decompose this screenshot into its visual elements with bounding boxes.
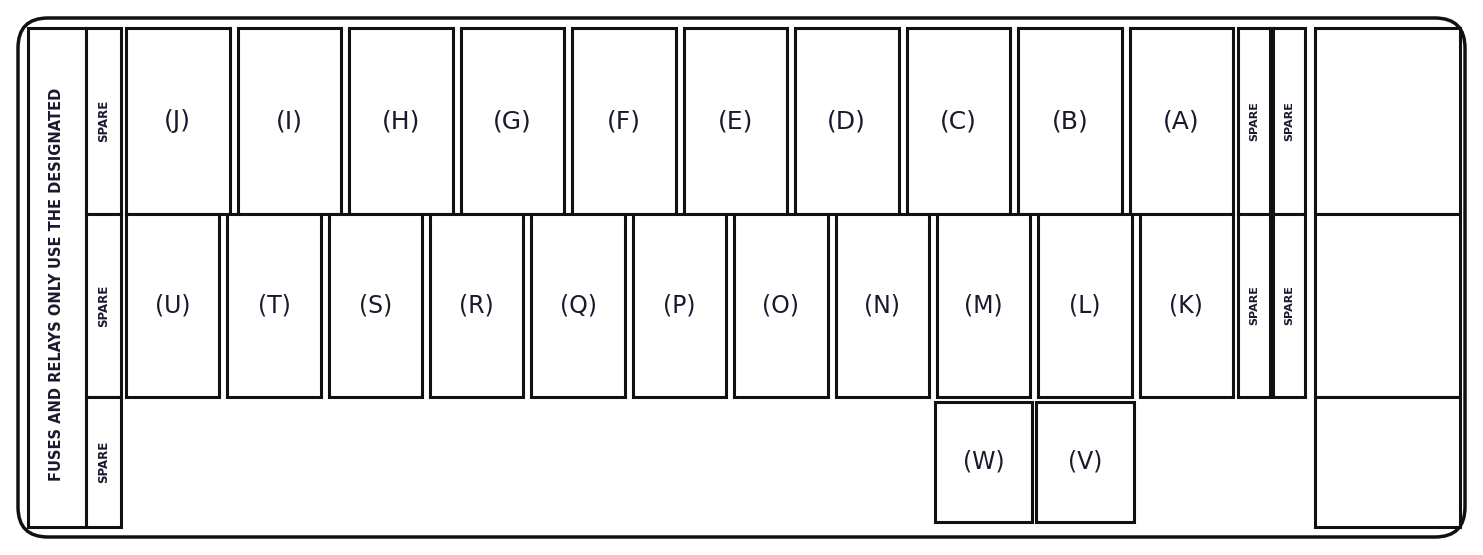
Text: SPARE: SPARE bbox=[1249, 101, 1259, 141]
Bar bbox=[1238, 214, 1269, 397]
Bar bbox=[349, 28, 452, 214]
Text: (A): (A) bbox=[1163, 109, 1200, 133]
Text: (D): (D) bbox=[828, 109, 866, 133]
Text: (B): (B) bbox=[1051, 109, 1089, 133]
Bar bbox=[86, 28, 122, 214]
Bar bbox=[1272, 214, 1305, 397]
Text: (J): (J) bbox=[165, 109, 191, 133]
Bar bbox=[835, 214, 928, 397]
Text: SPARE: SPARE bbox=[1249, 286, 1259, 325]
Bar bbox=[1238, 28, 1269, 214]
Text: SPARE: SPARE bbox=[96, 100, 110, 142]
Text: (F): (F) bbox=[607, 109, 641, 133]
Bar bbox=[126, 214, 219, 397]
Bar bbox=[937, 214, 1031, 397]
Text: (U): (U) bbox=[154, 294, 190, 317]
Text: (C): (C) bbox=[940, 109, 977, 133]
FancyBboxPatch shape bbox=[18, 18, 1465, 537]
Bar bbox=[1037, 402, 1133, 522]
Bar bbox=[795, 28, 899, 214]
Text: (K): (K) bbox=[1170, 294, 1203, 317]
Bar bbox=[531, 214, 624, 397]
Bar bbox=[329, 214, 423, 397]
Bar bbox=[1139, 214, 1232, 397]
Text: SPARE: SPARE bbox=[1284, 286, 1295, 325]
Text: USE THE DESIGNATED: USE THE DESIGNATED bbox=[49, 88, 64, 268]
Bar bbox=[86, 397, 122, 527]
Text: SPARE: SPARE bbox=[96, 441, 110, 483]
Text: (M): (M) bbox=[964, 294, 1003, 317]
Bar bbox=[572, 28, 675, 214]
Bar bbox=[227, 214, 320, 397]
Bar bbox=[237, 28, 341, 214]
Text: FUSES AND RELAYS ONLY: FUSES AND RELAYS ONLY bbox=[49, 273, 64, 482]
Text: (Q): (Q) bbox=[559, 294, 596, 317]
Bar bbox=[1038, 214, 1132, 397]
Bar bbox=[1315, 214, 1459, 397]
Bar bbox=[633, 214, 727, 397]
Bar bbox=[1130, 28, 1232, 214]
Text: (V): (V) bbox=[1068, 450, 1102, 474]
Bar bbox=[86, 214, 122, 397]
Bar bbox=[934, 402, 1032, 522]
Text: (E): (E) bbox=[718, 109, 753, 133]
Bar bbox=[906, 28, 1010, 214]
Text: (I): (I) bbox=[276, 109, 303, 133]
Text: (H): (H) bbox=[381, 109, 420, 133]
Bar bbox=[1272, 28, 1305, 214]
Text: (R): (R) bbox=[460, 294, 494, 317]
Text: (N): (N) bbox=[865, 294, 900, 317]
Bar bbox=[461, 28, 564, 214]
Bar bbox=[1315, 28, 1459, 214]
Text: (G): (G) bbox=[492, 109, 531, 133]
Text: (W): (W) bbox=[962, 450, 1004, 474]
Bar bbox=[1017, 28, 1121, 214]
Text: (S): (S) bbox=[359, 294, 392, 317]
Text: SPARE: SPARE bbox=[1284, 101, 1295, 141]
Bar bbox=[1315, 397, 1459, 527]
Text: (T): (T) bbox=[258, 294, 291, 317]
Bar bbox=[126, 28, 230, 214]
Text: SPARE: SPARE bbox=[96, 284, 110, 327]
Text: (L): (L) bbox=[1069, 294, 1100, 317]
Bar bbox=[734, 214, 828, 397]
Text: (O): (O) bbox=[762, 294, 799, 317]
Text: (P): (P) bbox=[663, 294, 696, 317]
Bar bbox=[28, 28, 86, 527]
Bar bbox=[430, 214, 523, 397]
Bar bbox=[684, 28, 787, 214]
